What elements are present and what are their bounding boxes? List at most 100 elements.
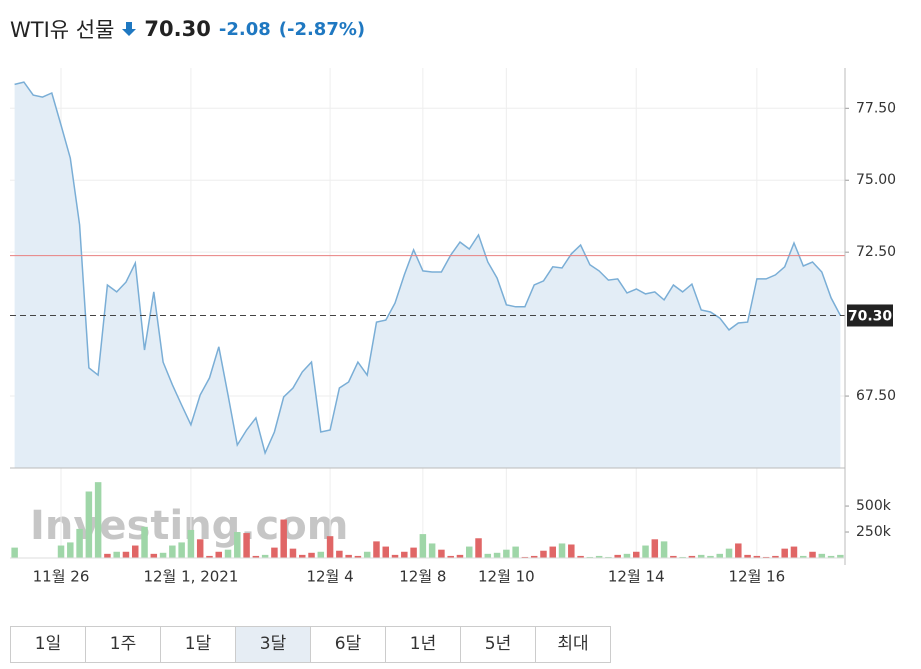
range-button[interactable]: 1주 xyxy=(86,627,161,662)
volume-bar xyxy=(132,545,139,558)
volume-bar xyxy=(317,551,325,558)
volume-bar xyxy=(419,534,427,558)
range-button[interactable]: 6달 xyxy=(311,627,386,662)
volume-bar xyxy=(818,553,826,558)
volume-bar xyxy=(215,551,222,558)
volume-bar xyxy=(187,529,195,558)
volume-bar xyxy=(243,533,250,558)
volume-bar xyxy=(735,543,742,558)
volume-bar xyxy=(466,546,473,558)
price: 70.30 xyxy=(144,17,211,41)
y-tick-label: 72.50 xyxy=(856,244,896,260)
x-tick-label: 12월 8 xyxy=(399,568,446,586)
volume-bar xyxy=(401,551,408,558)
volume-bar xyxy=(651,539,659,558)
volume-bar xyxy=(809,551,816,558)
volume-bar xyxy=(772,555,779,558)
volume-bar xyxy=(196,539,204,558)
volume-bar xyxy=(373,541,380,558)
volume-bar xyxy=(252,555,260,558)
volume-bar xyxy=(484,553,492,558)
volume-bar xyxy=(475,538,482,558)
volume-bar xyxy=(345,554,352,558)
volume-bar xyxy=(725,548,733,558)
volume-bar xyxy=(150,553,158,558)
volume-bar xyxy=(614,554,621,558)
volume-bar xyxy=(94,482,102,558)
x-tick-label: 11월 26 xyxy=(33,568,90,586)
volume-bar xyxy=(11,547,18,558)
volume-bar xyxy=(308,552,315,558)
volume-bar xyxy=(447,555,454,558)
title: WTI유 선물 xyxy=(10,18,115,42)
area xyxy=(14,82,841,468)
x-tick-label: 12월 10 xyxy=(478,568,535,586)
last-price-box xyxy=(847,304,893,327)
x-tick-label: 12월 14 xyxy=(608,568,665,586)
volume-bar xyxy=(280,519,287,558)
volume-bar xyxy=(503,549,510,558)
volume-bar xyxy=(382,546,389,558)
volume-bar xyxy=(512,546,519,558)
change-pct: (-2.87%) xyxy=(278,18,366,40)
volume-bar xyxy=(762,556,770,558)
volume-bar xyxy=(577,555,584,558)
volume-bar xyxy=(586,556,594,558)
volume-bar xyxy=(299,554,306,558)
volume-bar xyxy=(85,491,93,558)
range-button[interactable]: 1일 xyxy=(11,627,86,662)
range-button[interactable]: 1달 xyxy=(161,627,236,662)
volume-bar xyxy=(261,554,269,558)
volume-bar xyxy=(679,556,686,558)
volume-bar xyxy=(178,542,185,558)
volume-bar xyxy=(336,550,343,558)
volume-bar xyxy=(558,543,566,558)
volume-bar xyxy=(57,545,65,558)
volume-bar xyxy=(660,541,668,558)
range-button[interactable]: 5년 xyxy=(461,627,536,662)
volume-bar xyxy=(289,548,297,558)
volume-bar xyxy=(716,553,723,558)
volume-bar xyxy=(206,555,213,558)
volume-bar xyxy=(104,553,111,558)
range-button[interactable]: 3달 xyxy=(236,627,311,662)
volume-bar xyxy=(670,555,677,558)
volume-bar xyxy=(428,543,436,558)
y-tick-label: 67.50 xyxy=(856,388,896,404)
volume-bar xyxy=(790,546,798,558)
x-tick-label: 12월 16 xyxy=(728,568,785,586)
last-price-label: 70.30 xyxy=(848,308,893,324)
y-tick-label: 75.00 xyxy=(856,172,896,188)
volume-bar xyxy=(67,542,74,558)
volume-bar xyxy=(122,551,130,558)
volume-bar xyxy=(753,555,761,558)
volume-bar xyxy=(493,552,501,558)
volume-bar xyxy=(141,526,148,558)
volume-tick-label: 250k xyxy=(856,524,892,540)
volume-bar xyxy=(623,553,631,558)
volume-bar xyxy=(391,554,399,558)
range-button[interactable]: 최대 xyxy=(557,634,589,654)
volume-bar xyxy=(234,532,241,558)
volume-bar xyxy=(224,549,232,558)
change: -2.08 xyxy=(218,18,271,40)
volume-bar xyxy=(605,556,612,558)
x-tick-label: 12월 4 xyxy=(306,568,353,586)
header: WTI유 선물 70.30 -2.08 (-2.87%) xyxy=(10,14,365,44)
volume-bar xyxy=(744,554,751,558)
volume-bar xyxy=(159,552,167,558)
volume-bar xyxy=(707,555,714,558)
volume-bar xyxy=(633,551,640,558)
range-button[interactable]: 1년 xyxy=(386,627,461,662)
volume-bar xyxy=(438,549,445,558)
volume-bar xyxy=(688,555,696,558)
volume-bar xyxy=(837,554,844,558)
volume-bar xyxy=(595,555,603,558)
volume-bar xyxy=(456,554,464,558)
volume-bar xyxy=(540,550,547,558)
volume-bar xyxy=(326,536,334,558)
volume-bar xyxy=(549,546,556,558)
volume-bar xyxy=(781,548,788,558)
